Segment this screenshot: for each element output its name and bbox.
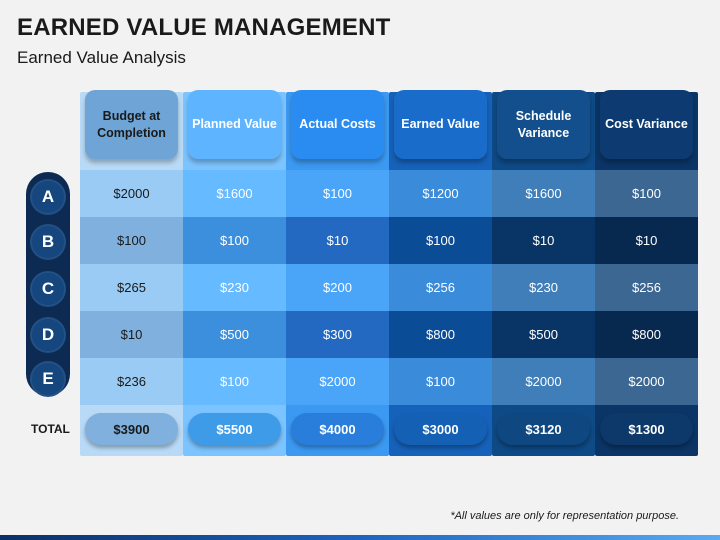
- column-header: Actual Costs: [291, 90, 384, 159]
- column-header: Schedule Variance: [497, 90, 590, 159]
- column-header: Budget at Completion: [85, 90, 178, 159]
- row-label-e: E: [30, 361, 66, 397]
- page-subtitle: Earned Value Analysis: [17, 48, 186, 67]
- total-value: $4000: [291, 413, 384, 445]
- table-cell: $230: [183, 264, 286, 311]
- table-cell: $100: [183, 358, 286, 405]
- column-header: Cost Variance: [600, 90, 693, 159]
- table-cell: $500: [492, 311, 595, 358]
- total-value: $3000: [394, 413, 487, 445]
- table-cell: $100: [286, 170, 389, 217]
- row-label-c: C: [30, 271, 66, 307]
- total-value: $3120: [497, 413, 590, 445]
- table-cell: $2000: [595, 358, 698, 405]
- row-label-a: A: [30, 179, 66, 215]
- table-cell: $200: [286, 264, 389, 311]
- table-cell: $800: [389, 311, 492, 358]
- table-cell: $300: [286, 311, 389, 358]
- table-cell: $256: [595, 264, 698, 311]
- table-cell: $100: [595, 170, 698, 217]
- table-cell: $800: [595, 311, 698, 358]
- table-cell: $100: [389, 358, 492, 405]
- table-cell: $2000: [492, 358, 595, 405]
- table-cell: $1600: [492, 170, 595, 217]
- footnote: *All values are only for representation …: [450, 510, 679, 522]
- table-cell: $500: [183, 311, 286, 358]
- row-label-d: D: [30, 317, 66, 353]
- table-cell: $256: [389, 264, 492, 311]
- table-cell: $2000: [286, 358, 389, 405]
- bottom-accent-bar: [0, 535, 720, 540]
- column-header: Earned Value: [394, 90, 487, 159]
- total-label: TOTAL: [31, 422, 70, 436]
- table-cell: $100: [183, 217, 286, 264]
- total-value: $1300: [600, 413, 693, 445]
- page-title: EARNED VALUE MANAGEMENT: [17, 14, 391, 41]
- total-value: $5500: [188, 413, 281, 445]
- table-cell: $10: [595, 217, 698, 264]
- table-cell: $236: [80, 358, 183, 405]
- table-cell: $1200: [389, 170, 492, 217]
- table-cell: $1600: [183, 170, 286, 217]
- column-header: Planned Value: [188, 90, 281, 159]
- row-label-b: B: [30, 224, 66, 260]
- table-cell: $10: [286, 217, 389, 264]
- table-cell: $100: [389, 217, 492, 264]
- table-cell: $10: [80, 311, 183, 358]
- table-cell: $230: [492, 264, 595, 311]
- table-cell: $265: [80, 264, 183, 311]
- table-cell: $100: [80, 217, 183, 264]
- table-cell: $2000: [80, 170, 183, 217]
- total-value: $3900: [85, 413, 178, 445]
- table-cell: $10: [492, 217, 595, 264]
